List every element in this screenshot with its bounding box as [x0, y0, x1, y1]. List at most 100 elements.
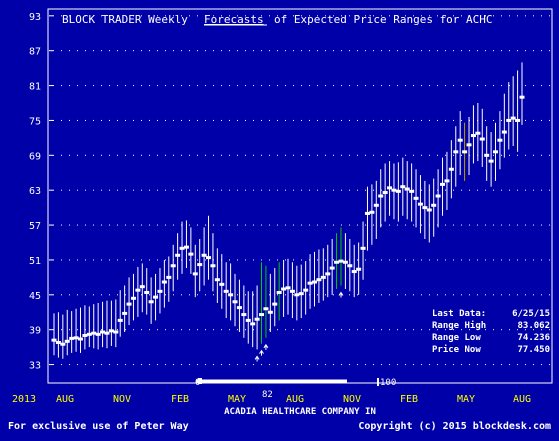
grid-dot — [141, 364, 142, 366]
grid-dot — [421, 85, 422, 87]
grid-dot — [373, 259, 374, 261]
grid-dot — [237, 364, 238, 366]
grid-dot — [341, 329, 342, 331]
close-marker — [360, 246, 366, 250]
grid-dot — [77, 329, 78, 331]
grid-dot — [229, 15, 230, 17]
grid-dot — [549, 294, 550, 296]
grid-dot — [461, 85, 462, 87]
grid-dot — [461, 189, 462, 191]
grid-dot — [85, 329, 86, 331]
close-marker — [329, 266, 335, 270]
grid-dot — [253, 259, 254, 261]
close-marker — [108, 329, 114, 333]
close-marker — [378, 194, 384, 198]
grid-dot — [469, 294, 470, 296]
forecasts-link[interactable]: Forecasts — [204, 13, 264, 26]
grid-dot — [61, 364, 62, 366]
grid-dot — [517, 364, 518, 366]
grid-dot — [109, 15, 110, 17]
grid-dot — [61, 189, 62, 191]
grid-dot — [181, 329, 182, 331]
grid-dot — [421, 15, 422, 17]
grid-dot — [453, 50, 454, 52]
scrollbar-left-handle[interactable] — [198, 378, 202, 384]
close-marker — [413, 196, 419, 200]
grid-dot — [253, 85, 254, 87]
grid-dot — [149, 294, 150, 296]
grid-dot — [413, 259, 414, 261]
grid-dot — [253, 154, 254, 156]
grid-dot — [493, 15, 494, 17]
close-marker — [236, 306, 242, 310]
grid-dot — [381, 119, 382, 121]
grid-dot — [237, 154, 238, 156]
y-tick-label: 39 — [29, 326, 41, 337]
grid-dot — [357, 85, 358, 87]
grid-dot — [381, 364, 382, 366]
grid-dot — [277, 189, 278, 191]
grid-dot — [333, 224, 334, 226]
grid-dot — [405, 364, 406, 366]
grid-dot — [493, 259, 494, 261]
x-tick-label: FEB — [400, 394, 418, 405]
grid-dot — [261, 154, 262, 156]
close-marker — [263, 307, 269, 311]
grid-dot — [109, 189, 110, 191]
grid-dot — [357, 364, 358, 366]
grid-dot — [405, 15, 406, 17]
grid-dot — [293, 119, 294, 121]
grid-dot — [389, 364, 390, 366]
grid-dot — [213, 364, 214, 366]
grid-dot — [413, 154, 414, 156]
grid-dot — [133, 85, 134, 87]
grid-dot — [197, 119, 198, 121]
grid-dot — [269, 189, 270, 191]
grid-dot — [149, 50, 150, 52]
grid-dot — [485, 119, 486, 121]
grid-dot — [357, 329, 358, 331]
grid-dot — [101, 154, 102, 156]
grid-dot — [197, 224, 198, 226]
grid-dot — [229, 119, 230, 121]
close-marker — [51, 338, 57, 342]
grid-dot — [477, 224, 478, 226]
grid-dot — [381, 259, 382, 261]
y-tick-label: 45 — [29, 291, 41, 302]
grid-dot — [469, 15, 470, 17]
grid-dot — [485, 364, 486, 366]
close-marker — [501, 130, 507, 134]
grid-dot — [333, 15, 334, 17]
grid-dot — [509, 189, 510, 191]
grid-dot — [77, 15, 78, 17]
grid-dot — [349, 189, 350, 191]
grid-dot — [477, 259, 478, 261]
grid-dot — [533, 259, 534, 261]
grid-dot — [389, 50, 390, 52]
grid-dot — [101, 189, 102, 191]
x-tick-label: MAY — [457, 394, 475, 405]
grid-dot — [533, 189, 534, 191]
grid-dot — [69, 259, 70, 261]
scrollbar-right-handle[interactable] — [377, 378, 379, 386]
close-marker — [466, 143, 472, 147]
grid-dot — [461, 154, 462, 156]
grid-dot — [533, 15, 534, 17]
time-scrollbar[interactable]: 0 82 100 — [195, 378, 396, 400]
grid-dot — [181, 154, 182, 156]
grid-dot — [157, 15, 158, 17]
grid-dot — [245, 50, 246, 52]
grid-dot — [157, 189, 158, 191]
grid-dot — [469, 259, 470, 261]
close-marker — [475, 131, 481, 135]
grid-dot — [269, 294, 270, 296]
grid-dot — [429, 15, 430, 17]
grid-dot — [69, 224, 70, 226]
grid-dot — [469, 189, 470, 191]
grid-dot — [445, 224, 446, 226]
grid-dot — [245, 189, 246, 191]
grid-dot — [413, 119, 414, 121]
grid-dot — [437, 154, 438, 156]
grid-dot — [493, 294, 494, 296]
grid-dot — [173, 329, 174, 331]
